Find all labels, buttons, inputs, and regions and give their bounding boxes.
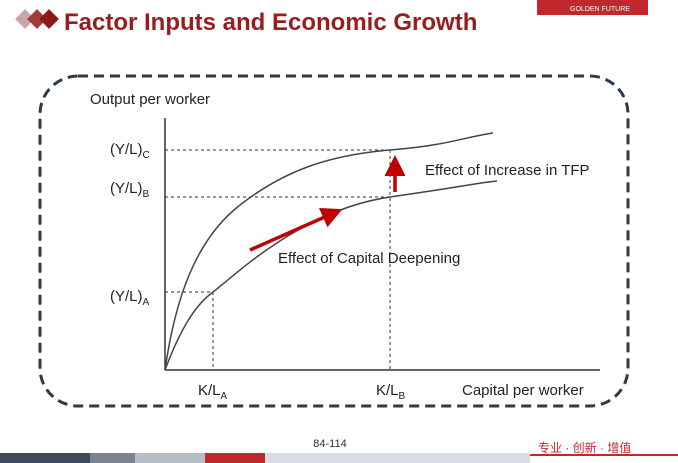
slogan: 专业 · 创新 · 增值 xyxy=(538,440,631,455)
y-label-sub: C xyxy=(143,150,150,161)
arrow-capital-deepening xyxy=(249,208,343,252)
curve-upper xyxy=(164,132,494,371)
footer-bar xyxy=(0,453,678,463)
y-label: (Y/L)A xyxy=(110,288,150,308)
x-label-main: K/L xyxy=(198,382,221,399)
logo-text: GOLDEN FUTURE xyxy=(570,6,630,13)
curve-lower xyxy=(164,180,498,371)
guides xyxy=(165,149,391,370)
x-label-sub: A xyxy=(221,391,228,402)
annotation: Effect of Capital Deepening xyxy=(278,250,460,267)
y-axis-label: Output per worker xyxy=(90,91,210,108)
annotation: Effect of Increase in TFP xyxy=(425,162,590,179)
page-number: 84-114 xyxy=(313,438,346,450)
y-label-main: (Y/L) xyxy=(110,288,143,305)
y-label: (Y/L)C xyxy=(110,141,150,161)
x-label: K/LA xyxy=(198,382,228,402)
x-label-main: K/L xyxy=(376,382,399,399)
x-label-sub: B xyxy=(399,391,406,402)
y-label-sub: A xyxy=(143,297,150,308)
title: Factor Inputs and Economic Growth xyxy=(64,9,477,36)
x-axis-label: Capital per worker xyxy=(462,382,584,399)
y-label-main: (Y/L) xyxy=(110,180,143,197)
x-label: K/LB xyxy=(376,382,406,402)
frame xyxy=(38,74,630,408)
title-icon xyxy=(15,9,59,29)
logo-box xyxy=(537,0,648,15)
y-label-main: (Y/L) xyxy=(110,141,143,158)
y-label: (Y/L)B xyxy=(110,180,150,200)
y-label-sub: B xyxy=(143,189,150,200)
